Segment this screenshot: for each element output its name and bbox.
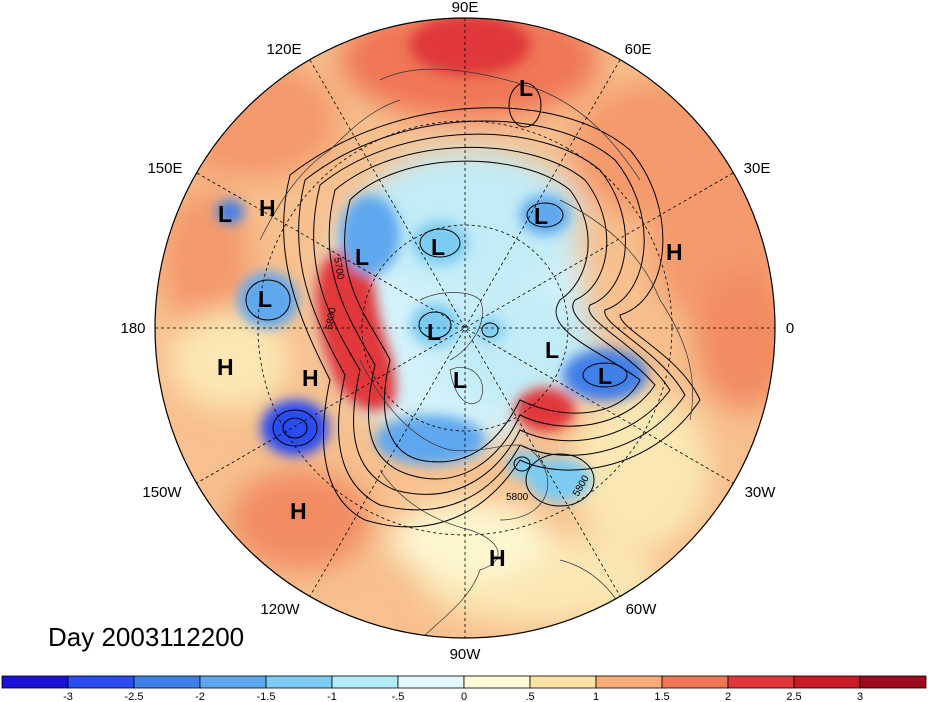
colorbar-tick-label: -1 bbox=[327, 691, 337, 702]
colorbar-tick-label: .5 bbox=[525, 691, 534, 702]
high-center-marker: H bbox=[666, 239, 683, 265]
lon-label-60w: 60W bbox=[626, 601, 658, 618]
colorbar-swatch bbox=[595, 675, 663, 689]
colorbar-swatch bbox=[859, 675, 927, 689]
lon-label-120e: 120E bbox=[266, 41, 301, 58]
colorbar-swatch bbox=[397, 675, 465, 689]
high-center-marker: H bbox=[302, 365, 319, 391]
colorbar-tick-label: -2.5 bbox=[125, 691, 144, 702]
contour-label: 5800 bbox=[324, 306, 339, 330]
pressure-centers: L L L L L L L L L L H H H H H H bbox=[217, 75, 683, 571]
low-center-marker: L bbox=[598, 363, 612, 389]
low-center-marker: L bbox=[427, 319, 441, 345]
colorbar-swatch bbox=[463, 675, 531, 689]
anomaly-field bbox=[155, 18, 775, 638]
high-center-marker: H bbox=[489, 545, 506, 571]
height-contours bbox=[245, 82, 701, 528]
lon-label-0: 0 bbox=[786, 320, 794, 337]
low-center-marker: L bbox=[453, 367, 467, 393]
high-center-marker: H bbox=[217, 354, 234, 380]
map-title: Day 2003112200 bbox=[48, 622, 244, 652]
graticule bbox=[155, 18, 775, 638]
colorbar-swatch bbox=[199, 675, 267, 689]
low-center-marker: L bbox=[218, 201, 232, 227]
low-center-marker: L bbox=[258, 286, 272, 312]
lon-label-30e: 30E bbox=[744, 160, 771, 177]
colorbar-swatch bbox=[67, 675, 135, 689]
contour-label: 5800 bbox=[506, 492, 529, 503]
low-center-marker: L bbox=[534, 203, 548, 229]
lon-label-90e: 90E bbox=[452, 0, 479, 16]
high-center-marker: H bbox=[259, 195, 276, 221]
lon-label-30w: 30W bbox=[745, 484, 777, 501]
coastlines bbox=[259, 68, 693, 638]
colorbar-swatch bbox=[133, 675, 201, 689]
lon-label-180: 180 bbox=[120, 320, 145, 337]
low-center-marker: L bbox=[355, 244, 369, 270]
colorbar-swatch bbox=[727, 675, 795, 689]
colorbar-swatch bbox=[529, 675, 597, 689]
lon-label-120w: 120W bbox=[260, 601, 300, 618]
colorbar-tick-label: 0 bbox=[461, 691, 467, 702]
lon-label-150e: 150E bbox=[147, 160, 182, 177]
colorbar-swatch bbox=[331, 675, 399, 689]
colorbar-tick-label: 1.5 bbox=[654, 691, 669, 702]
lon-label-90w: 90W bbox=[450, 646, 482, 663]
colorbar-tick-label: 1 bbox=[593, 691, 599, 702]
colorbar-tick-label: -3 bbox=[63, 691, 73, 702]
lon-label-150w: 150W bbox=[142, 484, 182, 501]
lon-label-60e: 60E bbox=[625, 41, 652, 58]
contour-label: 5700 bbox=[331, 257, 346, 281]
low-center-marker: L bbox=[545, 337, 559, 363]
colorbar-swatch bbox=[661, 675, 729, 689]
colorbar-swatch bbox=[793, 675, 861, 689]
colorbar: -3 -2.5 -2 -1.5 -1 -.5 0 .5 1 1.5 2 2.5 3 bbox=[1, 675, 927, 702]
colorbar-swatch bbox=[265, 675, 333, 689]
high-center-marker: H bbox=[290, 498, 307, 524]
longitude-labels: 90E 60E 120E 30E 150E 180 0 150W 30W 120… bbox=[120, 0, 794, 663]
colorbar-tick-label: 3 bbox=[857, 691, 863, 702]
colorbar-swatch bbox=[1, 675, 69, 689]
low-center-marker: L bbox=[519, 75, 533, 101]
low-center-marker: L bbox=[431, 234, 445, 260]
colorbar-tick-label: 2.5 bbox=[786, 691, 801, 702]
colorbar-tick-label: 2 bbox=[725, 691, 731, 702]
colorbar-tick-label: -.5 bbox=[392, 691, 405, 702]
colorbar-tick-label: -1.5 bbox=[257, 691, 276, 702]
map-boundary bbox=[154, 17, 776, 639]
colorbar-tick-label: -2 bbox=[195, 691, 205, 702]
